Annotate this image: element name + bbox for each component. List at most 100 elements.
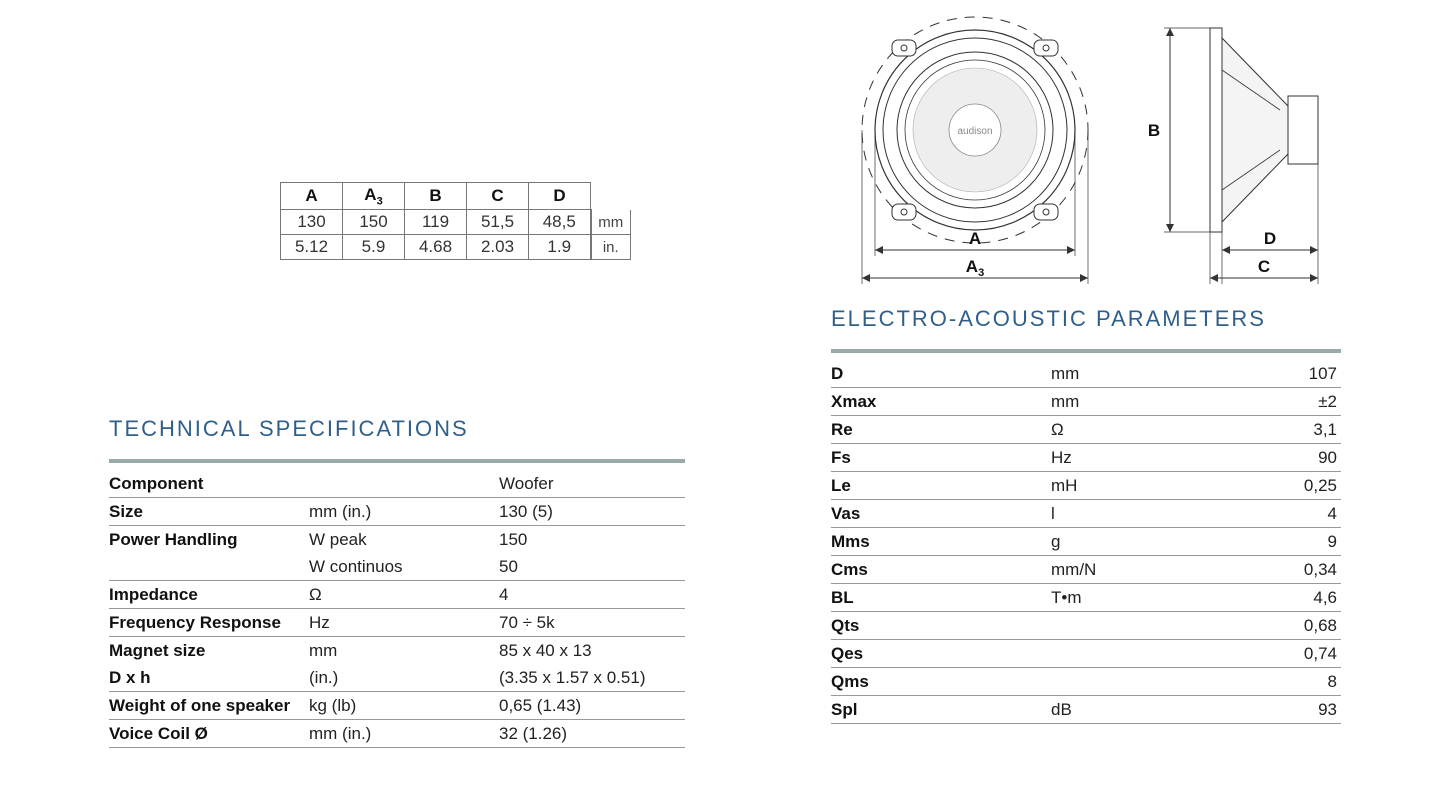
param-name: Spl: [831, 696, 1051, 724]
param-name: Xmax: [831, 388, 1051, 416]
spec-label: Size: [109, 498, 309, 526]
param-value: 107: [1231, 360, 1341, 388]
table-row: ComponentWoofer: [109, 470, 685, 498]
param-name: Re: [831, 416, 1051, 444]
spec-value: 50: [499, 553, 685, 581]
spec-sub: W continuos: [309, 553, 499, 581]
param-unit: dB: [1051, 696, 1231, 724]
param-name: Vas: [831, 500, 1051, 528]
table-row: 5.12 5.9 4.68 2.03 1.9 in.: [281, 235, 631, 260]
tech-specs-table: ComponentWooferSizemm (in.)130 (5)Power …: [109, 470, 685, 748]
param-unit: mm: [1051, 360, 1231, 388]
table-row: BLT•m4,6: [831, 584, 1341, 612]
table-row: Dmm107: [831, 360, 1341, 388]
param-value: 8: [1231, 668, 1341, 696]
param-unit: [1051, 668, 1231, 696]
param-name: Mms: [831, 528, 1051, 556]
table-row: Magnet sizemm85 x 40 x 13: [109, 637, 685, 665]
spec-value: 32 (1.26): [499, 720, 685, 748]
spec-sub: mm (in.): [309, 720, 499, 748]
table-row: Voice Coil Ømm (in.)32 (1.26): [109, 720, 685, 748]
spec-value: 70 ÷ 5k: [499, 609, 685, 637]
param-unit: Ω: [1051, 416, 1231, 444]
dim-col-c: C: [467, 183, 529, 210]
param-name: D: [831, 360, 1051, 388]
param-unit: T•m: [1051, 584, 1231, 612]
param-value: 3,1: [1231, 416, 1341, 444]
tech-specs-rule: [109, 459, 685, 463]
param-unit: mm/N: [1051, 556, 1231, 584]
spec-label: D x h: [109, 664, 309, 692]
params-rule: [831, 349, 1341, 353]
table-row: Power HandlingW peak150: [109, 526, 685, 554]
dimensions-table: A A3 B C D 130 150 119 51,5 48,5 mm 5.12…: [280, 182, 631, 260]
table-row: W continuos50: [109, 553, 685, 581]
param-unit: l: [1051, 500, 1231, 528]
param-unit: mm: [1051, 388, 1231, 416]
spec-label: Weight of one speaker: [109, 692, 309, 720]
param-value: ±2: [1231, 388, 1341, 416]
spec-label: Impedance: [109, 581, 309, 609]
dim-col-unit: [591, 183, 631, 210]
param-name: Cms: [831, 556, 1051, 584]
brand-text: audison: [957, 126, 992, 137]
param-name: Qms: [831, 668, 1051, 696]
param-unit: mH: [1051, 472, 1231, 500]
param-value: 4: [1231, 500, 1341, 528]
dim-label-d: D: [1264, 229, 1276, 248]
param-value: 93: [1231, 696, 1341, 724]
params-table: Dmm107Xmaxmm±2ReΩ3,1FsHz90LemH0,25Vasl4M…: [831, 360, 1341, 724]
dim-label-c: C: [1258, 257, 1270, 276]
param-value: 0,74: [1231, 640, 1341, 668]
param-unit: Hz: [1051, 444, 1231, 472]
table-row: Qts0,68: [831, 612, 1341, 640]
spec-value: 130 (5): [499, 498, 685, 526]
spec-label: [109, 553, 309, 581]
table-row: 130 150 119 51,5 48,5 mm: [281, 210, 631, 235]
table-row: Vasl4: [831, 500, 1341, 528]
table-row: FsHz90: [831, 444, 1341, 472]
table-row: D x h(in.)(3.35 x 1.57 x 0.51): [109, 664, 685, 692]
table-row: Cmsmm/N0,34: [831, 556, 1341, 584]
spec-sub: Hz: [309, 609, 499, 637]
spec-label: Frequency Response: [109, 609, 309, 637]
param-value: 9: [1231, 528, 1341, 556]
param-unit: [1051, 640, 1231, 668]
table-row: Xmaxmm±2: [831, 388, 1341, 416]
table-row: Qes0,74: [831, 640, 1341, 668]
table-row: Sizemm (in.)130 (5): [109, 498, 685, 526]
dim-label-a3: A3: [966, 257, 984, 279]
spec-sub: kg (lb): [309, 692, 499, 720]
table-header-row: A A3 B C D: [281, 183, 631, 210]
spec-value: 4: [499, 581, 685, 609]
param-name: BL: [831, 584, 1051, 612]
table-row: Weight of one speakerkg (lb)0,65 (1.43): [109, 692, 685, 720]
param-name: Le: [831, 472, 1051, 500]
param-value: 90: [1231, 444, 1341, 472]
table-row: ReΩ3,1: [831, 416, 1341, 444]
dim-col-b: B: [405, 183, 467, 210]
table-row: Qms 8: [831, 668, 1341, 696]
dim-label-b: B: [1148, 121, 1160, 140]
table-row: ImpedanceΩ4: [109, 581, 685, 609]
spec-sub: Ω: [309, 581, 499, 609]
spec-sub: mm (in.): [309, 498, 499, 526]
spec-label: Magnet size: [109, 637, 309, 665]
spec-value: 0,65 (1.43): [499, 692, 685, 720]
dim-col-a3: A3: [343, 183, 405, 210]
spec-sub: W peak: [309, 526, 499, 554]
spec-label: Power Handling: [109, 526, 309, 554]
param-name: Qts: [831, 612, 1051, 640]
params-title: ELECTRO-ACOUSTIC PARAMETERS: [831, 306, 1266, 332]
spec-label: Component: [109, 470, 309, 498]
param-value: 0,34: [1231, 556, 1341, 584]
dimension-diagrams: audison A: [840, 10, 1340, 290]
dim-label-a: A: [969, 229, 981, 248]
table-row: Mmsg9: [831, 528, 1341, 556]
dim-col-a: A: [281, 183, 343, 210]
param-unit: [1051, 612, 1231, 640]
spec-sub: [309, 470, 499, 498]
table-row: LemH0,25: [831, 472, 1341, 500]
spec-value: (3.35 x 1.57 x 0.51): [499, 664, 685, 692]
speaker-front-view: audison A: [862, 17, 1088, 284]
